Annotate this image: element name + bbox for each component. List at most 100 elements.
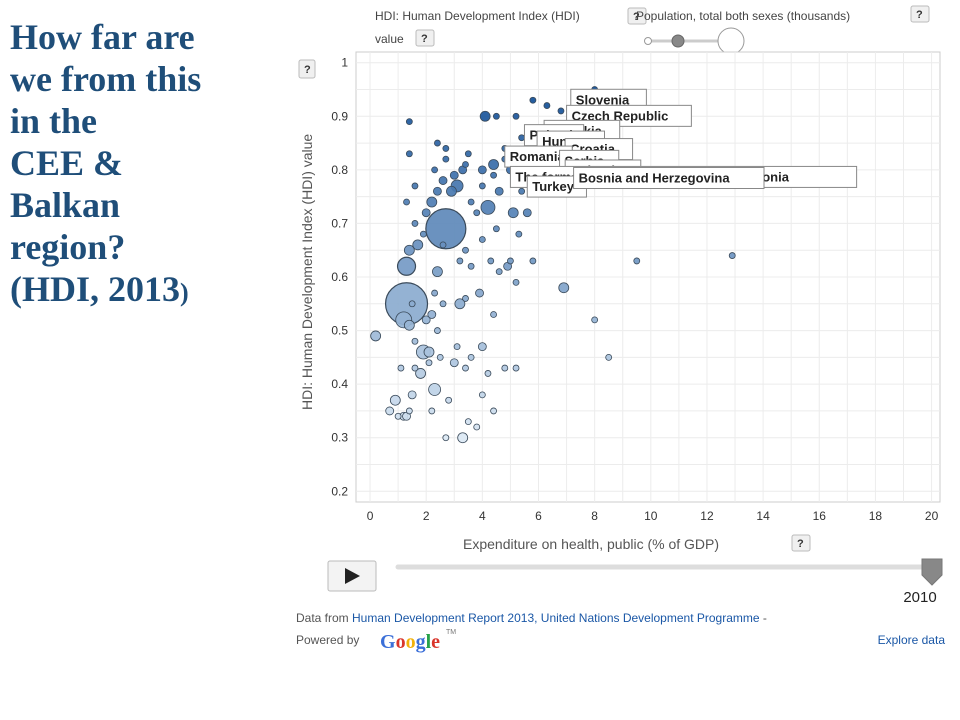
bubble[interactable] (436, 353, 444, 361)
bubble[interactable] (428, 383, 442, 396)
bubble[interactable] (478, 236, 486, 243)
bubble[interactable] (467, 353, 475, 361)
bubble[interactable] (449, 170, 459, 180)
bubble[interactable] (408, 300, 416, 308)
bubble[interactable] (512, 278, 520, 286)
bubble[interactable] (477, 165, 487, 175)
bubble[interactable] (487, 257, 495, 265)
bubble[interactable] (434, 139, 441, 147)
bubble[interactable] (419, 230, 427, 238)
bubble[interactable] (605, 353, 613, 361)
bubble[interactable] (425, 208, 467, 250)
bubble[interactable] (403, 244, 415, 256)
bubble[interactable] (394, 412, 402, 420)
bubble[interactable] (543, 102, 551, 109)
bubble[interactable] (445, 396, 453, 404)
country-label[interactable]: Romania (504, 145, 573, 168)
bubble[interactable] (432, 266, 443, 278)
bubble[interactable] (433, 186, 442, 196)
bubble[interactable] (457, 432, 469, 444)
bubble[interactable] (490, 311, 497, 318)
bubble[interactable] (488, 159, 499, 170)
bubble[interactable] (405, 150, 413, 158)
time-slider-handle[interactable] (921, 558, 943, 586)
bubble[interactable] (454, 298, 466, 310)
bubble[interactable] (405, 118, 413, 126)
explore-data-link[interactable]: Explore data (878, 633, 946, 647)
bubble[interactable] (411, 220, 419, 227)
bubble[interactable] (431, 166, 439, 174)
bubble[interactable] (456, 257, 464, 265)
bubbles[interactable] (370, 86, 736, 444)
bubble[interactable] (464, 150, 472, 158)
bubble[interactable] (728, 252, 736, 259)
bubble[interactable] (478, 391, 486, 399)
bubble[interactable] (462, 246, 469, 254)
bubble[interactable] (405, 407, 413, 415)
bubble[interactable] (427, 310, 437, 319)
bubble[interactable] (467, 262, 475, 270)
color-value-help-button[interactable] (415, 29, 435, 47)
bubble[interactable] (439, 241, 447, 249)
bubble[interactable] (507, 257, 514, 265)
bubble[interactable] (558, 282, 570, 294)
bubble[interactable] (473, 423, 481, 431)
bubble[interactable] (412, 239, 424, 251)
bubble[interactable] (426, 196, 438, 208)
size-slider-handle[interactable] (671, 34, 685, 48)
bubble[interactable] (484, 370, 492, 377)
bubble[interactable] (475, 288, 484, 298)
bubble[interactable] (438, 176, 448, 185)
bubble[interactable] (473, 209, 481, 217)
bubble[interactable] (403, 319, 415, 331)
bubble[interactable] (442, 155, 450, 163)
bubble[interactable] (512, 364, 520, 372)
bubble[interactable] (411, 337, 419, 345)
bubble[interactable] (494, 186, 504, 196)
bubble[interactable] (442, 434, 450, 442)
x-help-button[interactable] (791, 534, 811, 552)
bubble[interactable] (522, 208, 532, 218)
bubble[interactable] (507, 207, 519, 219)
bubble[interactable] (449, 358, 459, 368)
bubble[interactable] (453, 343, 461, 351)
bubble[interactable] (431, 289, 439, 297)
bubble[interactable] (529, 257, 537, 265)
bubble[interactable] (490, 407, 497, 415)
google-logo[interactable]: Google (380, 631, 440, 653)
y-axis-label[interactable]: HDI: Human Development Index (HDI) value (299, 134, 315, 410)
bubble[interactable] (529, 96, 537, 104)
color-help-button[interactable] (627, 7, 647, 25)
bubble[interactable] (421, 315, 431, 325)
bubble[interactable] (385, 406, 395, 416)
bubble[interactable] (434, 327, 441, 334)
bubble[interactable] (492, 112, 500, 120)
bubble[interactable] (518, 134, 526, 142)
bubble[interactable] (411, 182, 419, 190)
bubble[interactable] (480, 199, 496, 215)
bubble[interactable] (389, 394, 401, 406)
bubble[interactable] (477, 342, 487, 352)
bubble[interactable] (442, 145, 450, 152)
bubble[interactable] (411, 364, 419, 372)
bubble[interactable] (515, 230, 523, 238)
bubble[interactable] (407, 390, 417, 400)
bubble[interactable] (467, 198, 475, 206)
bubble[interactable] (479, 110, 491, 122)
bubble[interactable] (396, 256, 417, 276)
bubble[interactable] (446, 185, 457, 197)
x-axis-label[interactable]: Expenditure on health, public (% of GDP) (463, 536, 719, 552)
country-label[interactable]: Turkey (526, 175, 587, 198)
bubble[interactable] (397, 364, 405, 372)
size-help-button[interactable] (910, 5, 930, 23)
bubble[interactable] (492, 225, 500, 233)
bubble[interactable] (415, 368, 426, 379)
bubble[interactable] (462, 161, 469, 168)
bubble[interactable] (423, 346, 435, 358)
bubble[interactable] (421, 208, 431, 218)
bubble[interactable] (462, 295, 469, 302)
y-help-button[interactable] (298, 59, 316, 79)
bubble[interactable] (439, 300, 447, 308)
bubble[interactable] (557, 107, 565, 115)
